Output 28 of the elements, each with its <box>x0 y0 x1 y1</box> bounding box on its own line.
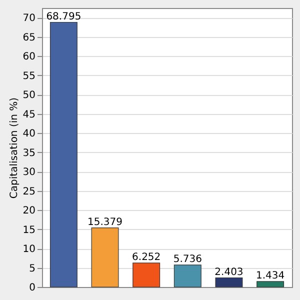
y-tick-label: 45 <box>22 109 36 120</box>
data-label: 68.795 <box>46 11 82 22</box>
bar <box>50 22 78 288</box>
y-tick-label: 0 <box>29 282 36 294</box>
y-tick-label: 40 <box>22 128 36 140</box>
y-tick-label: 30 <box>22 167 36 178</box>
y-tick-label: 60 <box>22 52 36 63</box>
bar <box>256 281 284 288</box>
bar <box>91 228 119 288</box>
y-tick-label: 70 <box>22 13 36 24</box>
y-tick-label: 50 <box>22 90 36 102</box>
y-tick-label: 5 <box>29 263 36 274</box>
y-tick-label: 55 <box>22 70 36 82</box>
bar <box>132 262 160 288</box>
data-label: 5.736 <box>173 254 202 265</box>
y-tick-label: 15 <box>22 224 36 236</box>
bar <box>174 264 202 288</box>
y-tick-label: 25 <box>22 186 36 198</box>
y-tick-label: 65 <box>22 32 36 44</box>
data-label: 6.252 <box>132 252 161 263</box>
data-label: 15.379 <box>88 216 123 228</box>
y-axis-title: Capitalisation (in %) <box>8 97 20 199</box>
bar <box>215 277 243 288</box>
y-tick-label: 35 <box>22 148 36 159</box>
y-tick-label: 20 <box>22 206 36 217</box>
data-label: 1.434 <box>256 270 285 282</box>
data-label: 2.403 <box>214 266 244 278</box>
y-tick-label: 10 <box>22 244 36 256</box>
